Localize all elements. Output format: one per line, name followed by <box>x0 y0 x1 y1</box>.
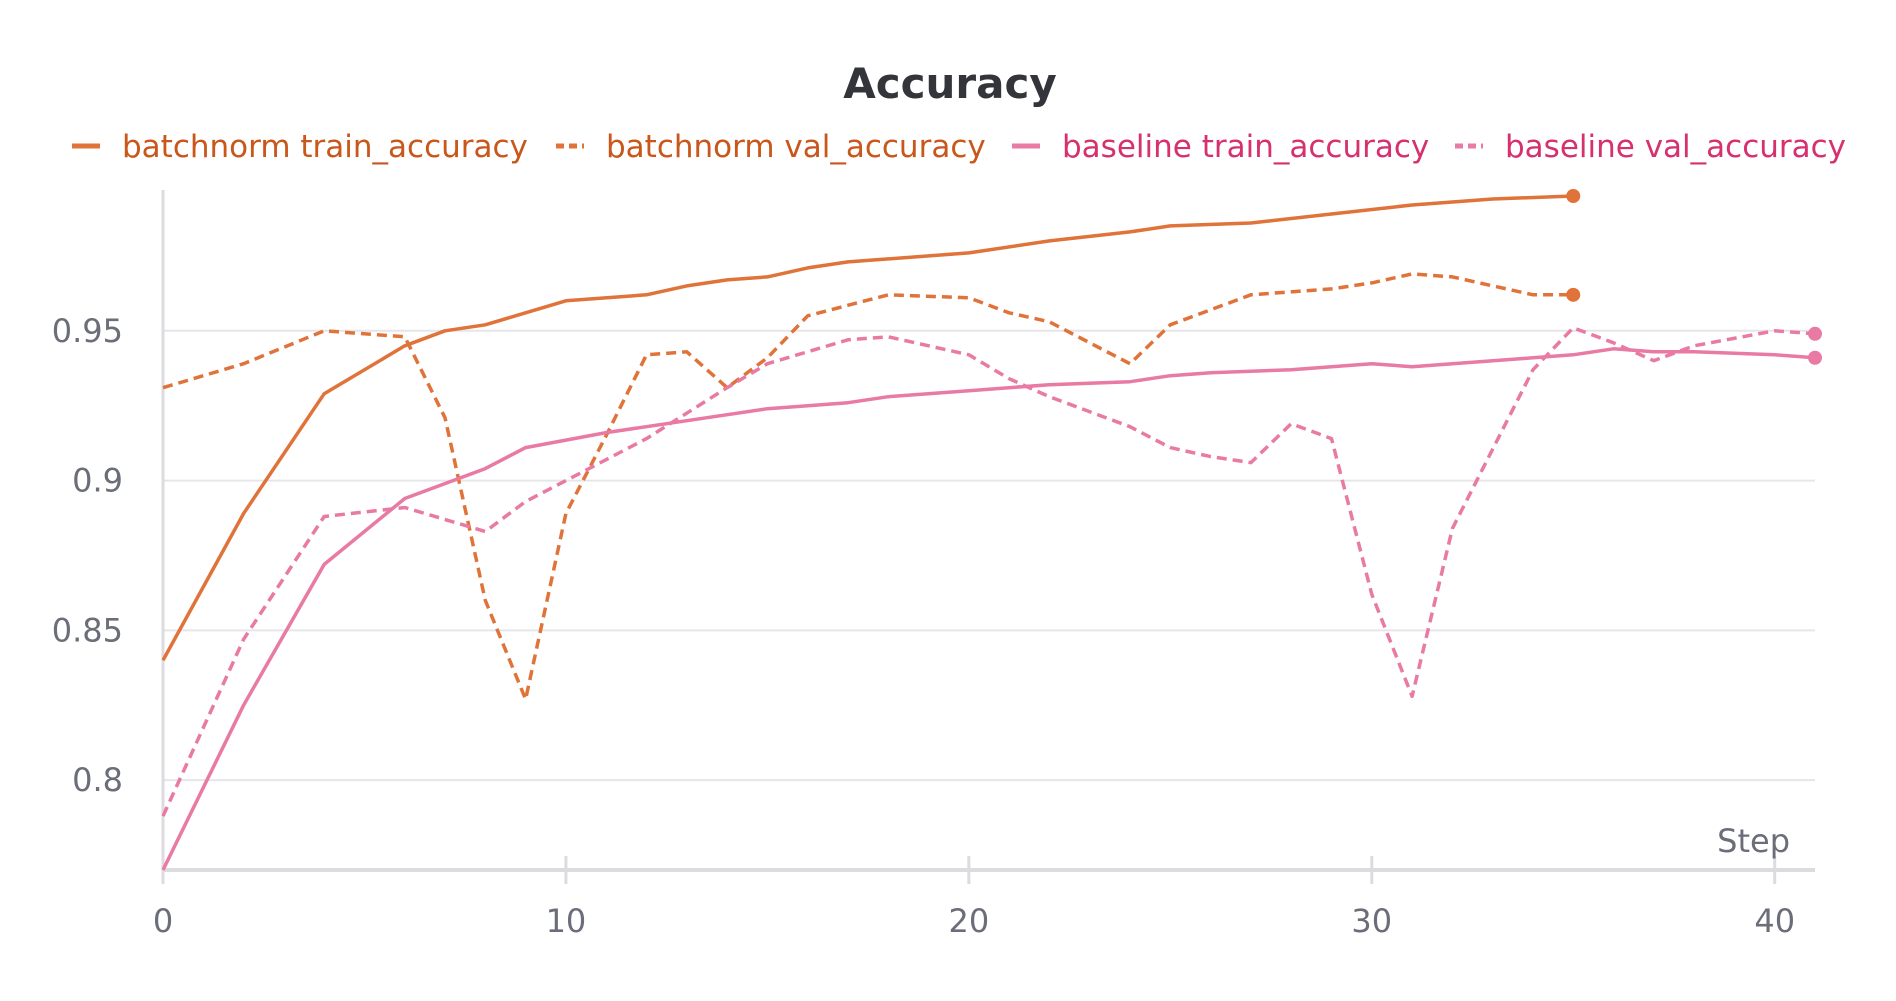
x-axis-label: Step <box>1717 822 1790 860</box>
axes <box>161 190 1815 884</box>
chart-title: Accuracy <box>843 59 1057 108</box>
legend-label: batchnorm train_accuracy <box>122 129 528 165</box>
x-tick-label: 10 <box>546 902 587 940</box>
series-end-marker <box>1566 188 1581 203</box>
x-tick-label: 30 <box>1351 902 1392 940</box>
x-tick-label: 0 <box>153 902 173 940</box>
series-line <box>161 326 1816 817</box>
series-line <box>162 272 1574 702</box>
x-tick-label: 20 <box>948 902 989 940</box>
series-line <box>161 194 1574 662</box>
tick-labels: 0.8 0.85 0.9 0.95 0 10 20 30 40 <box>52 312 1795 940</box>
y-tick-label: 0.9 <box>72 462 123 500</box>
y-tick-label: 0.8 <box>72 761 123 799</box>
series-line <box>161 347 1816 871</box>
y-tick-label: 0.85 <box>52 611 123 649</box>
legend-label: baseline train_accuracy <box>1062 129 1429 165</box>
y-tick-label: 0.95 <box>52 312 123 350</box>
gridlines <box>163 329 1815 782</box>
legend: batchnorm train_accuracy batchnorm val_ac… <box>72 129 1846 165</box>
series-end-marker <box>1566 287 1581 302</box>
x-tick-label: 40 <box>1754 902 1795 940</box>
legend-label: batchnorm val_accuracy <box>606 129 986 165</box>
legend-label: baseline val_accuracy <box>1505 129 1846 165</box>
series-end-marker <box>1808 350 1822 365</box>
series-end-marker <box>1808 326 1822 341</box>
series-layer <box>161 188 1822 871</box>
